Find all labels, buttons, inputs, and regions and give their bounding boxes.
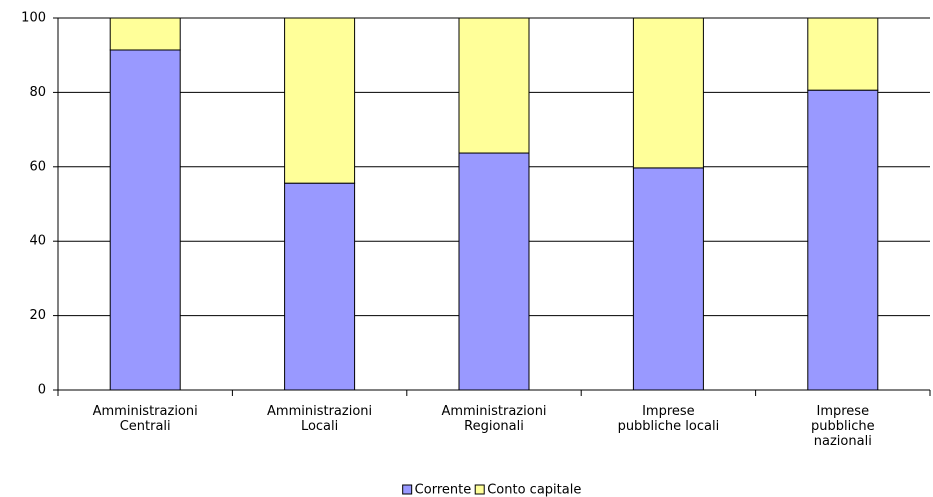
bar-segment — [284, 182, 356, 391]
bar-segment — [109, 17, 181, 51]
y-tick-label: 100 — [21, 11, 46, 26]
legend-label: Corrente — [415, 483, 472, 497]
y-tick-label: 60 — [29, 159, 46, 174]
bar-segment — [632, 17, 704, 169]
x-tick-label: Amministrazioni Regionali — [441, 404, 547, 434]
y-tick-label: 0 — [38, 383, 46, 398]
y-tick-label: 80 — [29, 85, 46, 100]
bar-segment — [807, 89, 879, 391]
bar-segment — [109, 49, 181, 391]
x-tick-label: Amministrazioni Centrali — [92, 404, 198, 434]
bar-segment — [458, 17, 530, 154]
bar-segment — [632, 167, 704, 391]
bar-segment — [807, 17, 879, 91]
y-tick-label: 20 — [29, 308, 46, 323]
y-tick-label: 40 — [29, 234, 46, 249]
legend-swatch — [474, 484, 485, 495]
legend-label: Conto capitale — [487, 483, 581, 497]
x-tick-label: Imprese pubbliche locali — [617, 404, 720, 434]
bar-segment — [458, 152, 530, 391]
bar-segment — [284, 17, 356, 184]
x-tick-label: Amministrazioni Locali — [267, 404, 373, 434]
legend-swatch — [402, 484, 413, 495]
x-tick-label: Imprese pubbliche nazionali — [810, 404, 875, 449]
